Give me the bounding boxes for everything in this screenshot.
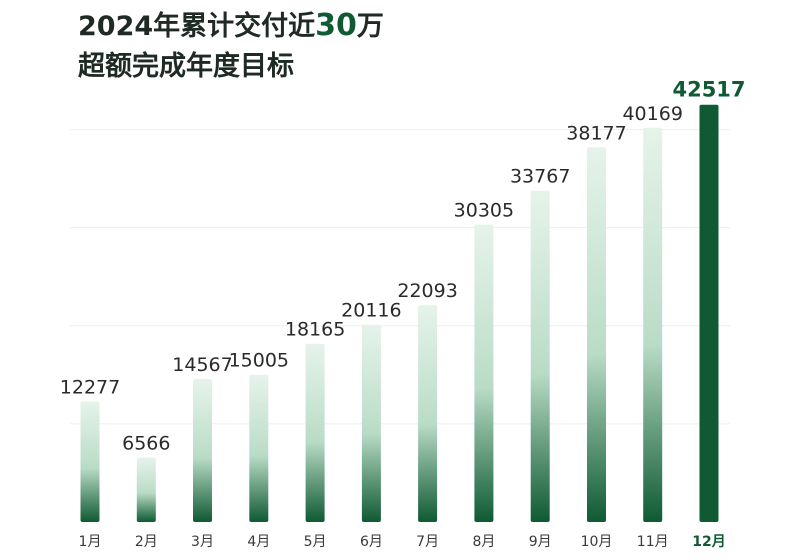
bar-8 bbox=[474, 224, 494, 522]
value-label-12: 42517 bbox=[672, 78, 745, 102]
bar-5 bbox=[305, 343, 325, 522]
bar-10 bbox=[587, 147, 606, 523]
x-tick-label-7: 7月 bbox=[416, 534, 439, 550]
bar-4 bbox=[249, 374, 269, 522]
x-tick-label-9: 9月 bbox=[529, 534, 552, 550]
x-tick-label-10: 10月 bbox=[581, 534, 613, 550]
value-label-2: 6566 bbox=[122, 433, 170, 455]
bar-2 bbox=[136, 457, 156, 522]
x-tick-label-4: 4月 bbox=[247, 534, 270, 550]
value-label-8: 30305 bbox=[454, 200, 514, 222]
value-label-1: 12277 bbox=[60, 377, 120, 399]
value-label-9: 33767 bbox=[510, 166, 570, 188]
bars bbox=[80, 104, 719, 523]
value-label-6: 20116 bbox=[341, 300, 401, 322]
value-label-3: 14567 bbox=[172, 354, 232, 376]
x-tick-label-1: 1月 bbox=[79, 534, 102, 550]
bar-6 bbox=[361, 324, 381, 522]
chart-subtitle: 超额完成年度目标 bbox=[78, 51, 294, 82]
x-tick-label-12: 12月 bbox=[692, 534, 725, 550]
bar-1 bbox=[80, 401, 100, 522]
title-suffix: 万 bbox=[356, 11, 384, 42]
x-tick-label-6: 6月 bbox=[360, 534, 383, 550]
title-highlight-number: 30 bbox=[315, 8, 357, 43]
chart-header: 2024年累计交付近30万 超额完成年度目标 bbox=[78, 6, 384, 87]
bar-12 bbox=[699, 104, 719, 522]
grid-lines bbox=[70, 128, 730, 425]
x-tick-label-11: 11月 bbox=[637, 534, 669, 550]
value-label-11: 40169 bbox=[622, 103, 682, 125]
x-tick-label-2: 2月 bbox=[135, 534, 158, 550]
bar-9 bbox=[530, 190, 550, 522]
x-tick-label-5: 5月 bbox=[304, 534, 327, 550]
bar-7 bbox=[418, 305, 438, 522]
bar-3 bbox=[193, 379, 212, 522]
value-label-10: 38177 bbox=[566, 122, 626, 144]
title-prefix: 2024年累计交付近 bbox=[78, 11, 316, 42]
value-label-7: 22093 bbox=[397, 280, 457, 302]
x-tick-label-8: 8月 bbox=[472, 534, 495, 550]
x-axis-tick-labels: 1月 2月 3月 4月 5月 6月 7月 8月 9月 10月 11月 12月 bbox=[79, 534, 726, 550]
value-label-5: 18165 bbox=[285, 319, 345, 341]
bar-11 bbox=[643, 127, 663, 523]
x-tick-label-3: 3月 bbox=[191, 534, 214, 550]
value-label-4: 15005 bbox=[229, 350, 289, 372]
chart-title: 2024年累计交付近30万 bbox=[78, 6, 384, 47]
